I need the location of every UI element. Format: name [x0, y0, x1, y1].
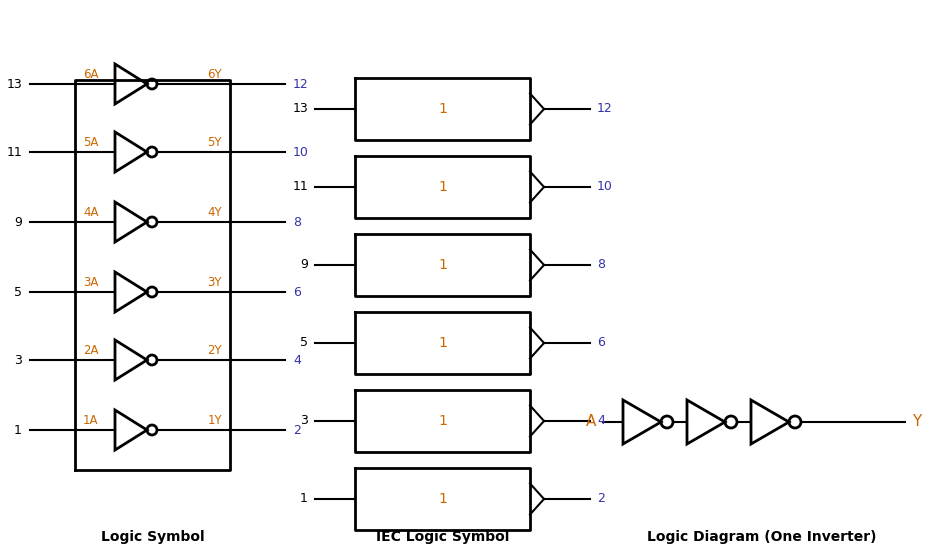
Text: 8: 8 [293, 215, 301, 228]
Text: 1: 1 [14, 424, 22, 436]
Text: 9: 9 [14, 215, 22, 228]
Text: 3: 3 [14, 354, 22, 367]
Text: 2Y: 2Y [207, 344, 222, 357]
Text: 12: 12 [293, 78, 309, 90]
Text: 8: 8 [597, 258, 605, 272]
Text: Y: Y [912, 415, 921, 430]
Text: 11: 11 [7, 146, 22, 158]
Text: 3: 3 [300, 415, 308, 427]
Text: 3Y: 3Y [207, 276, 222, 289]
Text: 4: 4 [597, 415, 605, 427]
Text: 6Y: 6Y [207, 68, 222, 81]
Text: 4A: 4A [83, 206, 98, 219]
Text: 13: 13 [292, 103, 308, 116]
Text: 12: 12 [597, 103, 613, 116]
Text: Logic Symbol: Logic Symbol [101, 530, 205, 544]
Text: 1: 1 [438, 492, 447, 506]
Text: 6: 6 [597, 336, 605, 349]
Text: IEC Logic Symbol: IEC Logic Symbol [375, 530, 509, 544]
Text: Logic Diagram (One Inverter): Logic Diagram (One Inverter) [646, 530, 876, 544]
Text: 2: 2 [597, 493, 605, 506]
Text: 5: 5 [300, 336, 308, 349]
Text: 5A: 5A [83, 136, 98, 149]
Text: 13: 13 [7, 78, 22, 90]
Text: 1: 1 [300, 493, 308, 506]
Text: 1: 1 [438, 102, 447, 116]
Text: 10: 10 [293, 146, 309, 158]
Text: 6: 6 [293, 286, 301, 299]
Text: 3A: 3A [83, 276, 98, 289]
Text: 5Y: 5Y [207, 136, 222, 149]
Text: 4Y: 4Y [207, 206, 222, 219]
Text: A: A [586, 415, 596, 430]
Text: 4: 4 [293, 354, 301, 367]
Text: 1: 1 [438, 414, 447, 428]
Text: 9: 9 [300, 258, 308, 272]
Text: 1: 1 [438, 180, 447, 194]
Text: 1A: 1A [83, 414, 98, 427]
Text: 2A: 2A [83, 344, 98, 357]
Text: 1: 1 [438, 336, 447, 350]
Text: 1: 1 [438, 258, 447, 272]
Text: 5: 5 [14, 286, 22, 299]
Text: 6A: 6A [83, 68, 98, 81]
Text: 2: 2 [293, 424, 301, 436]
Text: 1Y: 1Y [207, 414, 222, 427]
Text: 10: 10 [597, 180, 613, 194]
Text: 11: 11 [292, 180, 308, 194]
